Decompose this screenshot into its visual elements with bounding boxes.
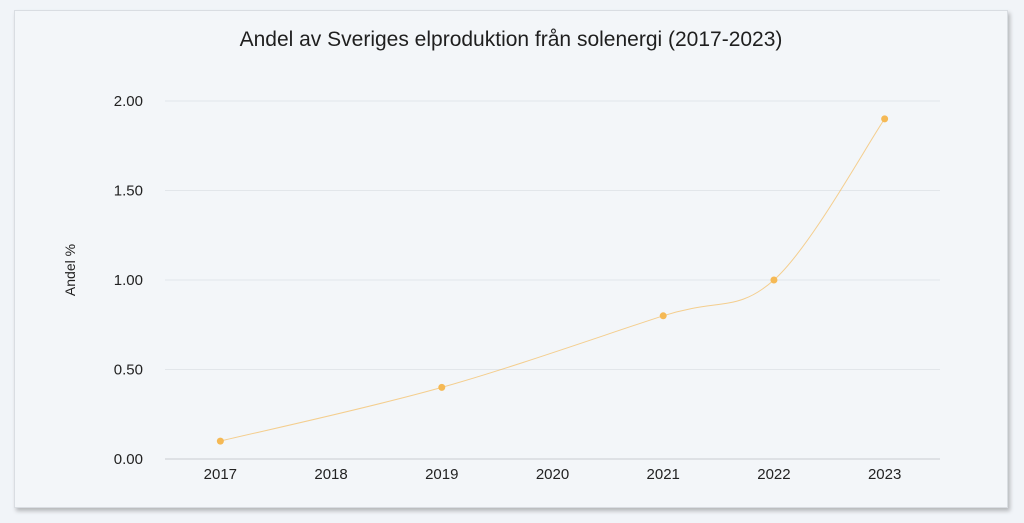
data-points [216,115,889,445]
data-point [881,115,889,123]
line-chart: 0.00 0.50 1.00 1.50 2.00 2017 2018 2019 2020 202… [62,93,940,483]
y-tick-label: 0.50 [114,362,143,379]
y-tick-label: 1.50 [114,183,143,200]
data-point [659,312,667,320]
x-tick-label: 2021 [647,466,680,483]
x-tick-label: 2023 [868,466,901,483]
y-axis-label: Andel % [62,244,78,296]
x-tick-label: 2018 [314,466,347,483]
data-point [438,383,446,391]
data-point [770,276,778,284]
x-axis-ticks: 2017 2018 2019 2020 2021 2022 2023 [204,466,902,483]
y-tick-label: 0.00 [114,451,143,468]
x-tick-label: 2020 [536,466,569,483]
y-tick-label: 1.00 [114,272,143,289]
chart-title: Andel av Sveriges elproduktion från sole… [239,28,783,51]
series-line [220,118,886,442]
x-tick-label: 2022 [757,466,790,483]
x-tick-label: 2017 [204,466,237,483]
x-tick-label: 2019 [425,466,458,483]
data-point [216,437,224,445]
gridlines [165,100,940,460]
chart-card: Andel av Sveriges elproduktion från sole… [14,10,1008,508]
y-axis-ticks: 0.00 0.50 1.00 1.50 2.00 [114,93,143,468]
y-tick-label: 2.00 [114,93,143,110]
